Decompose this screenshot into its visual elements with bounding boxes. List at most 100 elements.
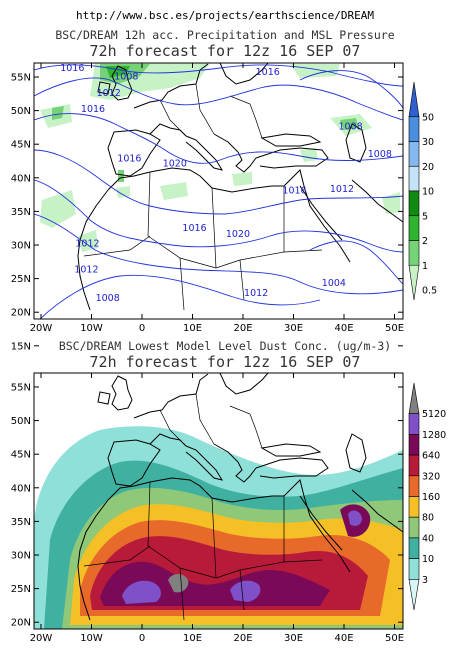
dust-level-5120 xyxy=(230,580,261,602)
lon-label: 30E xyxy=(284,323,303,334)
colorbar-segment xyxy=(408,558,420,580)
lat-label: 25N xyxy=(11,584,31,595)
colorbar-label: 3 xyxy=(422,575,428,586)
precip-patch xyxy=(232,172,252,186)
colorbar-label: 2 xyxy=(422,236,428,247)
lat-label: 40N xyxy=(11,173,31,184)
lon-label: 10E xyxy=(183,633,202,644)
colorbar-segment xyxy=(408,496,420,518)
dust-level-5120 xyxy=(122,580,161,604)
lon-label: 40E xyxy=(334,633,353,644)
isobar-label: 1008 xyxy=(96,293,120,304)
isobar-label: 1016 xyxy=(117,154,141,165)
dust-map: 55N50N45N40N35N30N25N20N15N20W10W010E20E… xyxy=(11,372,446,644)
colorbar-label: 30 xyxy=(422,137,434,148)
colorbar-segment xyxy=(408,264,420,301)
lat-label: 35N xyxy=(11,207,31,218)
precip-colorbar: 50 30 20 10 5 2 1 0.5 xyxy=(408,81,437,301)
lon-label: 40E xyxy=(334,323,353,334)
isobar-label: 1016 xyxy=(282,185,306,196)
lon-label: 50E xyxy=(385,633,404,644)
lat-label: 55N xyxy=(11,383,31,394)
panel2-title: BSC/DREAM Lowest Model Level Dust Conc. … xyxy=(58,339,392,353)
lon-label: 20W xyxy=(30,633,53,644)
dust-map-frame xyxy=(33,372,404,630)
precip-patch xyxy=(116,186,130,198)
colorbar-label: 0.5 xyxy=(422,286,437,297)
lon-label: 10W xyxy=(80,323,103,334)
colorbar-label: 160 xyxy=(422,492,440,503)
lon-label: 10E xyxy=(183,323,202,334)
isobar-label: 1020 xyxy=(163,158,187,169)
colorbar-label: 10 xyxy=(422,554,434,565)
lat-label: 15N xyxy=(11,341,31,352)
colorbar-label: 50 xyxy=(422,112,434,123)
lat-label: 55N xyxy=(11,73,31,84)
precip-patch xyxy=(40,190,76,228)
lon-label: 20E xyxy=(233,323,252,334)
precip-patch xyxy=(340,118,358,130)
lon-label: 10W xyxy=(80,633,103,644)
precip-patch xyxy=(118,170,124,182)
lat-label: 30N xyxy=(11,551,31,562)
isobar-label: 1008 xyxy=(114,72,138,83)
lon-label: 50E xyxy=(385,323,404,334)
isobars xyxy=(34,64,403,319)
isobar-label: 1016 xyxy=(256,67,280,78)
dust-map-axes: 55N50N45N40N35N30N25N20N15N20W10W010E20E… xyxy=(11,373,404,644)
isobar-label: 1012 xyxy=(97,88,121,99)
colorbar-label: 40 xyxy=(422,533,434,544)
isobar-label: 1004 xyxy=(322,278,346,289)
lat-label: 50N xyxy=(11,416,31,427)
lon-label: 0 xyxy=(139,323,145,334)
lat-label: 20N xyxy=(11,308,31,319)
dust-peak xyxy=(168,574,189,593)
colorbar-label: 640 xyxy=(422,451,440,462)
isobar-label: 1016 xyxy=(81,104,105,115)
colorbar-segment xyxy=(408,141,420,167)
precip-patch xyxy=(52,106,64,120)
isobar-label: 1012 xyxy=(75,238,99,249)
lon-label: 30E xyxy=(284,633,303,644)
precip-patch xyxy=(78,230,98,252)
colorbar-segment xyxy=(408,578,420,611)
isobar-label: 1008 xyxy=(368,149,392,160)
colorbar-label: 20 xyxy=(422,162,434,173)
colorbar-label: 10 xyxy=(422,187,434,198)
coastlines xyxy=(77,373,403,621)
precip-map-frame xyxy=(33,62,404,320)
precip-field xyxy=(40,63,400,252)
lat-label: 25N xyxy=(11,274,31,285)
isobar-labels: 1016 1008 1012 1016 1016 1008 1008 1016 1020 1016… xyxy=(60,63,392,319)
isobar-label: 1016 xyxy=(60,63,84,74)
isobar-label: 1020 xyxy=(226,229,250,240)
isobar-label: 1008 xyxy=(338,121,362,132)
colorbar-segment xyxy=(408,475,420,497)
isobar-label: 1012 xyxy=(74,265,98,276)
dust-colorbar: 5120 1280 640 320 160 80 40 10 3 xyxy=(408,382,446,611)
colorbar-label: 5 xyxy=(422,211,428,222)
lat-label: 40N xyxy=(11,483,31,494)
colorbar-label: 5120 xyxy=(422,409,446,420)
lat-label: 35N xyxy=(11,517,31,528)
panel1-title: BSC/DREAM 12h acc. Precipitation and MSL… xyxy=(55,28,395,42)
lat-label: 45N xyxy=(11,140,31,151)
colorbar-segment xyxy=(408,516,420,539)
precip-patch xyxy=(160,182,188,200)
dust-level-5120 xyxy=(348,510,362,526)
dust-field xyxy=(34,426,403,629)
lon-label: 20E xyxy=(233,633,252,644)
isobar-label: 1016 xyxy=(182,223,206,234)
colorbar-segment xyxy=(408,81,420,118)
lat-label: 30N xyxy=(11,241,31,252)
lat-label: 50N xyxy=(11,106,31,117)
colorbar-segment xyxy=(408,413,420,435)
colorbar-segment xyxy=(408,116,420,142)
colorbar-segment xyxy=(408,537,420,559)
colorbar-segment xyxy=(408,190,420,217)
panel2-subtitle: 72h forecast for 12z 16 SEP 07 xyxy=(89,353,361,371)
colorbar-label: 320 xyxy=(422,471,440,482)
colorbar-label: 80 xyxy=(422,513,434,524)
